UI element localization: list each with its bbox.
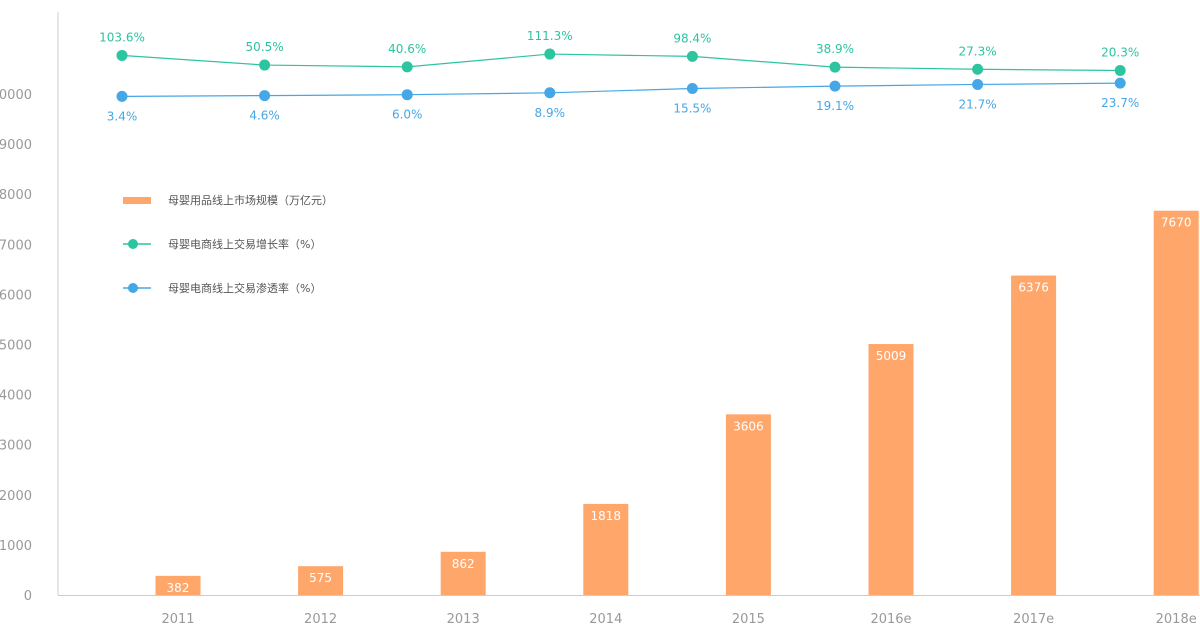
bar — [1011, 275, 1057, 595]
growth-point — [972, 63, 984, 75]
legend-bar-label: 母婴用品线上市场规模（万亿元） — [168, 193, 333, 207]
x-tick-label: 2013 — [447, 612, 480, 627]
growth-label: 50.5% — [246, 40, 284, 54]
growth-label: 20.3% — [1101, 46, 1139, 60]
bar-series: 382 575 862 1818 3606 5009 6376 7670 — [155, 210, 1199, 595]
line-series: 103.6% 50.5% 40.6% 111.3% 98.4% 38.9% 27.3% 20.… — [99, 29, 1139, 123]
legend-growth-marker — [128, 239, 138, 249]
penetration-point — [401, 89, 413, 101]
bar-value-label: 1818 — [591, 509, 622, 523]
x-tick-label: 2018e — [1156, 612, 1197, 627]
growth-point — [1114, 65, 1126, 77]
bar-value-label: 7670 — [1161, 216, 1192, 230]
bar-value-label: 6376 — [1018, 281, 1049, 295]
x-tick-label: 2011 — [161, 612, 194, 627]
y-axis: 0 1000 2000 3000 4000 5000 6000 7000 8000 9000 100… — [0, 12, 59, 604]
x-tick-label: 2017e — [1013, 612, 1054, 627]
penetration-label: 8.9% — [535, 106, 566, 120]
bar-value-label: 5009 — [876, 349, 907, 363]
y-tick-label: 3000 — [0, 439, 32, 454]
penetration-point — [259, 90, 271, 102]
bar-value-label: 575 — [309, 571, 332, 585]
bar — [868, 344, 914, 595]
legend-growth-label: 母婴电商线上交易增长率（%） — [168, 237, 321, 251]
penetration-point — [1114, 77, 1126, 89]
legend-penetration-marker — [128, 283, 138, 293]
growth-line — [121, 53, 1121, 72]
growth-label: 40.6% — [388, 42, 426, 56]
x-tick-label: 2014 — [589, 612, 622, 627]
y-tick-label: 8000 — [0, 188, 32, 203]
x-tick-label: 2015 — [732, 612, 765, 627]
bar-value-label: 3606 — [733, 419, 764, 433]
growth-label: 38.9% — [816, 42, 854, 56]
penetration-point — [116, 90, 128, 102]
bar — [298, 566, 344, 595]
y-tick-label: 7000 — [0, 238, 32, 253]
penetration-label: 3.4% — [107, 109, 138, 123]
y-tick-label: 1000 — [0, 539, 32, 554]
penetration-label: 15.5% — [673, 101, 711, 115]
x-tick-label: 2012 — [304, 612, 337, 627]
bar-value-label: 862 — [452, 557, 475, 571]
growth-point — [259, 59, 271, 71]
y-tick-label: 0 — [24, 589, 32, 604]
legend: 母婴用品线上市场规模（万亿元） 母婴电商线上交易增长率（%） 母婴电商线上交易渗透率… — [123, 193, 333, 295]
growth-point — [116, 49, 128, 61]
y-tick-label: 4000 — [0, 389, 32, 404]
y-tick-label: 2000 — [0, 489, 32, 504]
x-axis: 2011 2012 2013 2014 2015 2016e 2017e 2018e — [58, 595, 1200, 627]
y-tick-label: 10000 — [0, 88, 32, 103]
bar — [1153, 210, 1199, 595]
legend-penetration-label: 母婴电商线上交易渗透率（%） — [168, 281, 321, 295]
bar — [155, 575, 201, 595]
penetration-label: 21.7% — [959, 97, 997, 111]
y-tick-label: 5000 — [0, 339, 32, 354]
growth-label: 27.3% — [959, 44, 997, 58]
penetration-label: 4.6% — [249, 109, 280, 123]
growth-point — [829, 61, 841, 73]
penetration-point — [686, 82, 698, 94]
growth-point — [544, 48, 556, 60]
y-tick-label: 9000 — [0, 138, 32, 153]
penetration-label: 6.0% — [392, 108, 423, 122]
penetration-label: 23.7% — [1101, 96, 1139, 110]
growth-label: 103.6% — [99, 30, 145, 44]
penetration-line — [121, 82, 1121, 97]
penetration-point — [829, 80, 841, 92]
legend-bar-swatch — [123, 197, 151, 204]
penetration-point — [972, 78, 984, 90]
growth-label: 98.4% — [673, 31, 711, 45]
y-tick-label: 6000 — [0, 288, 32, 303]
growth-point — [686, 50, 698, 62]
penetration-label: 19.1% — [816, 99, 854, 113]
bar — [440, 551, 486, 595]
bar-value-label: 382 — [167, 581, 190, 595]
penetration-point — [544, 87, 556, 99]
growth-point — [401, 61, 413, 73]
growth-label: 111.3% — [527, 29, 573, 43]
x-tick-label: 2016e — [870, 612, 911, 627]
bar — [583, 503, 629, 595]
bar — [725, 414, 771, 595]
